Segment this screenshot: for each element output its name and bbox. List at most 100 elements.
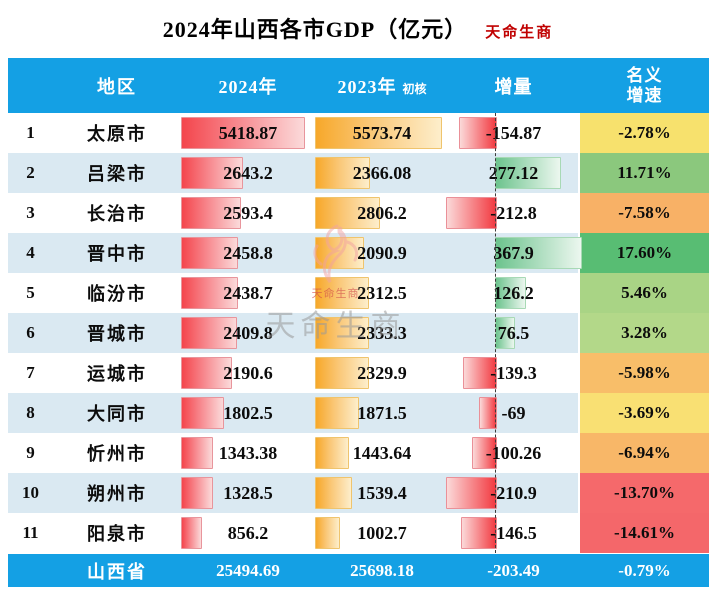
gdp-2023-cell-value: 2806.2 bbox=[357, 202, 407, 223]
region-cell-value: 运城市 bbox=[87, 364, 147, 384]
gdp-2024-cell: 2190.6 bbox=[181, 353, 315, 393]
gdp-2023-cell: 1443.64 bbox=[315, 433, 449, 473]
growth-cell-value: -2.78% bbox=[618, 123, 671, 142]
column-gap bbox=[578, 58, 580, 113]
column-gap bbox=[578, 433, 580, 473]
gdp-2023-cell: 1871.5 bbox=[315, 393, 449, 433]
table-row: 10 朔州市 1328.5 1539.4 -210.9 -13.70% bbox=[8, 473, 709, 513]
gdp-2024-bar bbox=[181, 237, 239, 269]
gdp-2024-cell: 1328.5 bbox=[181, 473, 315, 513]
growth-cell: 3.28% bbox=[580, 313, 709, 353]
gdp-2023-cell: 2090.9 bbox=[315, 233, 449, 273]
rank-cell: 8 bbox=[8, 393, 53, 433]
gdp-2023-bar bbox=[315, 517, 340, 549]
column-gap bbox=[578, 153, 580, 193]
growth-cell: -5.98% bbox=[580, 353, 709, 393]
growth-cell: -14.61% bbox=[580, 513, 709, 553]
gdp-2023-cell: 2312.5 bbox=[315, 273, 449, 313]
gdp-2023-bar bbox=[315, 357, 370, 389]
gdp-2024-bar bbox=[181, 357, 233, 389]
column-gap bbox=[578, 353, 580, 393]
gdp-2023-cell-value: 1871.5 bbox=[357, 402, 407, 423]
gdp-2024-bar bbox=[181, 117, 305, 149]
growth-cell-value: -13.70% bbox=[614, 483, 675, 502]
column-gap bbox=[578, 273, 580, 313]
growth-cell-value: 3.28% bbox=[621, 323, 668, 342]
region-cell-value: 太原市 bbox=[87, 124, 147, 144]
rank-cell-value: 4 bbox=[26, 243, 35, 262]
gdp-2023-cell: 2329.9 bbox=[315, 353, 449, 393]
rank-cell-value: 8 bbox=[26, 403, 35, 422]
region-cell-value: 忻州市 bbox=[87, 444, 147, 464]
region-cell: 吕梁市 bbox=[53, 153, 181, 193]
gdp-2024-cell-value: 856.2 bbox=[227, 522, 269, 543]
gdp-2024-cell-value: 2593.4 bbox=[223, 202, 273, 223]
gdp-2024-bar bbox=[181, 317, 238, 349]
gdp-2024-cell-value: 2438.7 bbox=[223, 282, 273, 303]
rank-cell: 4 bbox=[8, 233, 53, 273]
delta-cell: 277.12 bbox=[449, 153, 578, 193]
gdp-2024-bar bbox=[181, 277, 238, 309]
table-row: 9 忻州市 1343.38 1443.64 -100.26 -6.94% bbox=[8, 433, 709, 473]
region-cell-value: 临汾市 bbox=[87, 284, 147, 304]
title-bar: 2024年山西各市GDP（亿元） 天命生商 bbox=[0, 12, 716, 44]
rank-cell-value: 6 bbox=[26, 323, 35, 342]
gdp-2023-cell-value: 2329.9 bbox=[357, 362, 407, 383]
delta-cell-value: 367.9 bbox=[493, 242, 534, 263]
gdp-2024-cell: 1802.5 bbox=[181, 393, 315, 433]
gdp-2024-bar bbox=[181, 197, 242, 229]
delta-negative-bar bbox=[446, 477, 497, 509]
growth-cell-value: 11.71% bbox=[617, 163, 672, 182]
page-title: 2024年山西各市GDP（亿元） bbox=[162, 17, 468, 42]
gdp-2024-bar bbox=[181, 157, 243, 189]
gdp-2023-cell-value: 1539.4 bbox=[357, 482, 407, 503]
table-row: 11 阳泉市 856.2 1002.7 -146.5 -14.61% bbox=[8, 513, 709, 553]
rank-cell-value: 3 bbox=[26, 203, 35, 222]
growth-cell-value: -5.98% bbox=[618, 363, 671, 382]
rank-cell: 9 bbox=[8, 433, 53, 473]
region-cell: 太原市 bbox=[53, 113, 181, 153]
region-cell: 朔州市 bbox=[53, 473, 181, 513]
delta-cell-value: -69 bbox=[501, 402, 526, 423]
header-2023-label: 2023年 bbox=[337, 76, 397, 97]
region-cell-value: 吕梁市 bbox=[87, 164, 147, 184]
brand-label: 天命生商 bbox=[485, 25, 554, 41]
rank-cell-value: 7 bbox=[26, 363, 35, 382]
gdp-2023-cell-value: 5573.74 bbox=[352, 122, 412, 143]
gdp-2024-cell: 2643.2 bbox=[181, 153, 315, 193]
rank-cell-value: 9 bbox=[26, 443, 35, 462]
column-gap bbox=[578, 193, 580, 233]
gdp-2023-cell-value: 1002.7 bbox=[357, 522, 407, 543]
gdp-2023-bar bbox=[315, 397, 359, 429]
gdp-2024-cell-value: 2643.2 bbox=[223, 162, 273, 183]
delta-cell: 126.2 bbox=[449, 273, 578, 313]
header-rank bbox=[8, 58, 53, 113]
gdp-2023-cell: 5573.74 bbox=[315, 113, 449, 153]
delta-cell: -212.8 bbox=[445, 193, 578, 233]
rank-cell: 3 bbox=[8, 193, 53, 233]
header-region: 地区 bbox=[97, 76, 137, 97]
gdp-2023-cell-value: 1443.64 bbox=[352, 442, 412, 463]
region-cell-value: 朔州市 bbox=[87, 484, 147, 504]
region-cell: 长治市 bbox=[53, 193, 181, 233]
gdp-2023-bar bbox=[315, 157, 371, 189]
delta-negative-bar bbox=[461, 517, 497, 549]
summary-growth: -0.79% bbox=[618, 560, 671, 580]
rank-cell: 1 bbox=[8, 113, 53, 153]
column-gap bbox=[578, 513, 580, 553]
growth-cell: -7.58% bbox=[580, 193, 709, 233]
growth-cell-value: -3.69% bbox=[618, 403, 671, 422]
region-cell-value: 大同市 bbox=[87, 404, 147, 424]
table-header-row: 地区 2024年 2023年 初核 增量 名义 增速 bbox=[8, 58, 709, 113]
delta-positive-bar bbox=[495, 157, 561, 189]
growth-cell-value: -14.61% bbox=[614, 523, 675, 542]
rank-cell-value: 10 bbox=[22, 483, 39, 502]
delta-cell: 367.9 bbox=[449, 233, 582, 273]
delta-cell: 76.5 bbox=[449, 313, 578, 353]
delta-cell-value: -139.3 bbox=[490, 362, 537, 383]
region-cell-value: 晋中市 bbox=[87, 244, 147, 264]
summary-gdp-2023: 25698.18 bbox=[350, 560, 414, 580]
table-rows: 1 太原市 5418.87 5573.74 -154.87 -2.78% 2 吕梁市 2643.… bbox=[8, 113, 709, 553]
table-row: 2 吕梁市 2643.2 2366.08 277.12 11.71% bbox=[8, 153, 709, 193]
growth-cell-value: -6.94% bbox=[618, 443, 671, 462]
